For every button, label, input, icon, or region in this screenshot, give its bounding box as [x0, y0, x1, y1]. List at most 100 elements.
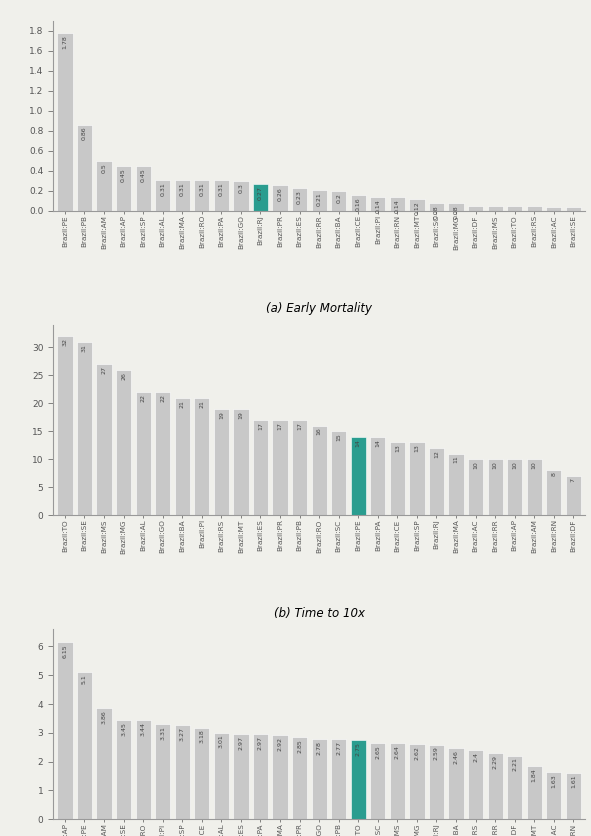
- Text: 2.46: 2.46: [453, 751, 459, 764]
- Text: 0.12: 0.12: [414, 201, 420, 215]
- Text: 17: 17: [258, 422, 263, 430]
- Text: 3.44: 3.44: [141, 722, 145, 737]
- Text: 2.29: 2.29: [493, 755, 498, 769]
- Text: 19: 19: [238, 410, 243, 419]
- Bar: [331, 740, 346, 819]
- Text: 0.26: 0.26: [278, 187, 282, 201]
- Bar: [116, 166, 131, 211]
- Bar: [488, 459, 503, 515]
- Text: 2.85: 2.85: [297, 739, 302, 753]
- Text: 0.31: 0.31: [160, 182, 165, 196]
- Bar: [311, 426, 327, 515]
- Bar: [96, 708, 112, 819]
- Bar: [292, 420, 307, 515]
- Text: 0.45: 0.45: [141, 168, 145, 181]
- Bar: [311, 190, 327, 211]
- Text: 19: 19: [219, 410, 224, 419]
- Bar: [214, 732, 229, 819]
- Text: 10: 10: [512, 461, 517, 469]
- Text: 17: 17: [297, 422, 302, 430]
- Bar: [488, 753, 503, 819]
- Bar: [389, 743, 405, 819]
- Bar: [174, 180, 190, 211]
- Text: 14: 14: [356, 439, 361, 446]
- Text: 0.31: 0.31: [199, 182, 204, 196]
- Bar: [57, 33, 73, 211]
- Text: 2.77: 2.77: [336, 742, 341, 756]
- Bar: [468, 206, 483, 211]
- Text: 32: 32: [63, 338, 67, 346]
- Text: 6.15: 6.15: [63, 644, 67, 658]
- Bar: [370, 437, 385, 515]
- Text: 2.97: 2.97: [258, 736, 263, 750]
- Bar: [429, 745, 444, 819]
- Text: 0.08: 0.08: [453, 205, 459, 218]
- Bar: [57, 642, 73, 819]
- Bar: [96, 364, 112, 515]
- Text: 13: 13: [414, 445, 420, 452]
- Text: 7: 7: [571, 478, 576, 482]
- Bar: [410, 442, 424, 515]
- Bar: [214, 409, 229, 515]
- Bar: [174, 398, 190, 515]
- Text: 0.27: 0.27: [258, 186, 263, 200]
- Text: 1.84: 1.84: [532, 768, 537, 782]
- Bar: [194, 180, 209, 211]
- Bar: [272, 420, 288, 515]
- Bar: [389, 442, 405, 515]
- Bar: [507, 459, 522, 515]
- Text: 14: 14: [375, 439, 380, 446]
- Bar: [57, 336, 73, 515]
- Bar: [331, 191, 346, 211]
- Text: 1.78: 1.78: [63, 35, 67, 48]
- Bar: [135, 166, 151, 211]
- Bar: [96, 161, 112, 211]
- Bar: [194, 398, 209, 515]
- Bar: [135, 392, 151, 515]
- Text: 0.31: 0.31: [219, 182, 224, 196]
- Bar: [449, 748, 464, 819]
- Text: 3.18: 3.18: [199, 730, 204, 743]
- Bar: [292, 188, 307, 211]
- Text: 2.92: 2.92: [278, 737, 282, 751]
- Text: 0.14: 0.14: [395, 199, 400, 212]
- Text: 3.01: 3.01: [219, 735, 224, 748]
- Text: 0.21: 0.21: [317, 192, 322, 206]
- Text: 0.45: 0.45: [121, 168, 126, 181]
- Bar: [527, 767, 542, 819]
- Text: 10: 10: [532, 461, 537, 469]
- Text: 0.3: 0.3: [238, 183, 243, 193]
- X-axis label: (b) Time to 10x: (b) Time to 10x: [274, 607, 365, 619]
- Bar: [272, 735, 288, 819]
- Bar: [449, 203, 464, 211]
- Bar: [272, 185, 288, 211]
- Bar: [468, 459, 483, 515]
- Text: 15: 15: [336, 433, 341, 441]
- Bar: [449, 454, 464, 515]
- Text: 26: 26: [121, 372, 126, 380]
- Text: 2.62: 2.62: [414, 746, 420, 760]
- Bar: [527, 206, 542, 211]
- Text: 0.2: 0.2: [336, 193, 341, 203]
- Bar: [350, 195, 366, 211]
- Text: 11: 11: [453, 456, 459, 463]
- Bar: [566, 207, 581, 211]
- Bar: [410, 199, 424, 211]
- Bar: [546, 772, 561, 819]
- Bar: [233, 409, 249, 515]
- Text: 0.5: 0.5: [102, 163, 106, 172]
- Text: 10: 10: [493, 461, 498, 469]
- Bar: [507, 756, 522, 819]
- Bar: [253, 420, 268, 515]
- Text: 2.59: 2.59: [434, 747, 439, 761]
- Text: 3.31: 3.31: [160, 726, 165, 740]
- Bar: [566, 476, 581, 515]
- Bar: [292, 737, 307, 819]
- Text: 0.31: 0.31: [180, 182, 185, 196]
- Bar: [331, 431, 346, 515]
- Text: 1.63: 1.63: [551, 774, 556, 788]
- Bar: [507, 206, 522, 211]
- Bar: [116, 720, 131, 819]
- Bar: [77, 342, 92, 515]
- Text: 12: 12: [434, 450, 439, 458]
